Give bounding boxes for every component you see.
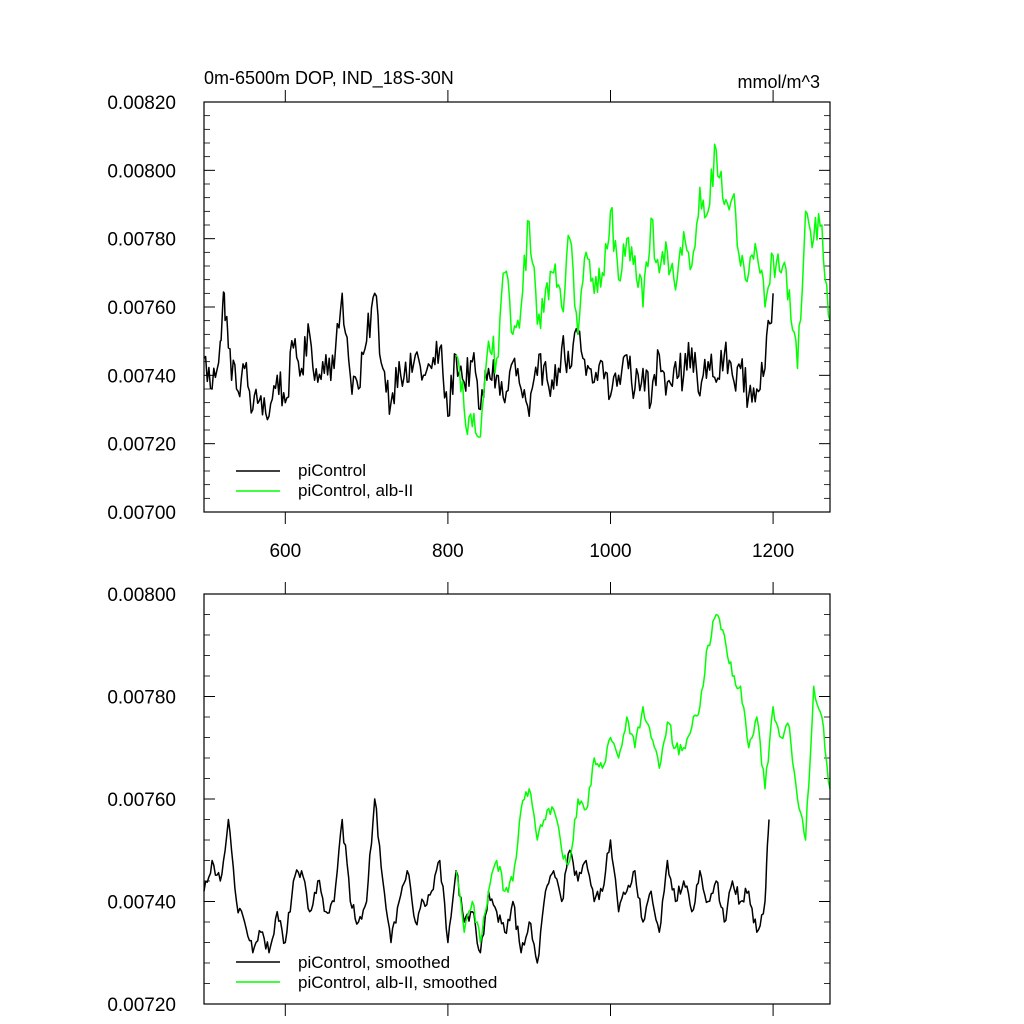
bottom-axis-ticks <box>204 582 830 1016</box>
y-tick-label: 0.00760 <box>107 298 176 319</box>
legend-label-alb-ii: piControl, alb-II <box>298 481 413 500</box>
bottom-axis-labels: 0.00720 0.00740 0.00760 0.00780 0.00800 <box>107 585 176 1016</box>
series-line-picontrol <box>203 291 774 421</box>
x-tick-label: 1000 <box>589 541 631 562</box>
y-tick-label: 0.00780 <box>107 230 176 251</box>
units-label: mmol/m^3 <box>738 72 820 92</box>
top-legend: piControl piControl, alb-II <box>236 461 413 500</box>
series-line-alb-ii <box>455 613 831 944</box>
x-tick-label: 1200 <box>752 541 794 562</box>
top-panel: 0m-6500m DOP, IND_18S-30N mmol/m^3 0.007… <box>107 68 831 562</box>
y-tick-label: 0.00740 <box>107 893 176 914</box>
y-tick-label: 0.00700 <box>107 503 176 524</box>
series-line-picontrol <box>203 798 770 964</box>
legend-label-picontrol: piControl <box>298 461 366 480</box>
y-tick-label: 0.00720 <box>107 435 176 456</box>
top-axis-labels: 0.00700 0.00720 0.00740 0.00760 0.00780 0.008… <box>107 93 794 562</box>
top-plot-frame <box>203 101 831 513</box>
bottom-plot-frame <box>203 593 831 1005</box>
series-line-alb-ii <box>455 143 831 438</box>
x-tick-label: 600 <box>269 541 301 562</box>
legend-label-picontrol-smoothed: piControl, smoothed <box>298 953 450 972</box>
x-tick-label: 800 <box>432 541 464 562</box>
top-axis-ticks <box>204 90 830 524</box>
y-tick-label: 0.00780 <box>107 688 176 709</box>
y-tick-label: 0.00720 <box>107 995 176 1016</box>
chart-title: 0m-6500m DOP, IND_18S-30N <box>204 68 454 89</box>
y-tick-label: 0.00800 <box>107 161 176 182</box>
bottom-series-lines <box>203 613 831 964</box>
y-tick-label: 0.00760 <box>107 790 176 811</box>
legend-label-alb-ii-smoothed: piControl, alb-II, smoothed <box>298 973 497 992</box>
bottom-panel: 0.00720 0.00740 0.00760 0.00780 0.00800 piCo… <box>107 582 831 1016</box>
top-series-lines <box>203 143 831 438</box>
y-tick-label: 0.00800 <box>107 585 176 606</box>
y-tick-label: 0.00820 <box>107 93 176 114</box>
y-tick-label: 0.00740 <box>107 366 176 387</box>
bottom-legend: piControl, smoothed piControl, alb-II, s… <box>236 953 497 992</box>
